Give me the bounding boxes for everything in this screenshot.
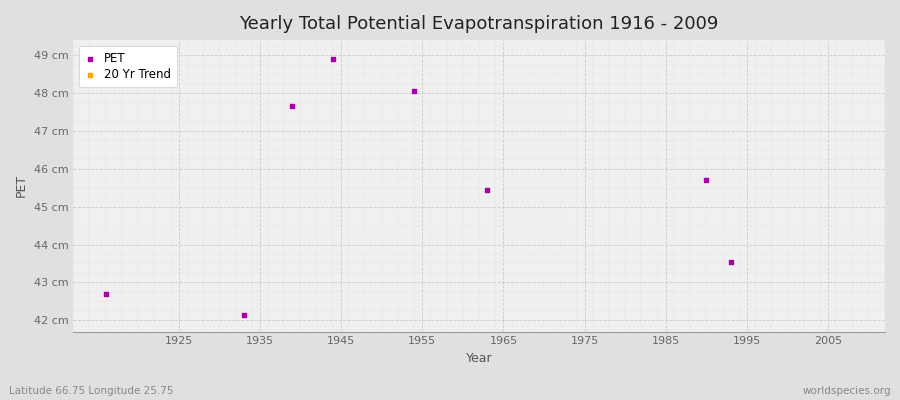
Text: worldspecies.org: worldspecies.org <box>803 386 891 396</box>
PET <box>407 88 421 94</box>
Title: Yearly Total Potential Evapotranspiration 1916 - 2009: Yearly Total Potential Evapotranspiratio… <box>239 15 719 33</box>
PET <box>699 177 714 183</box>
PET <box>480 186 494 193</box>
PET <box>326 56 340 62</box>
Y-axis label: PET: PET <box>15 174 28 198</box>
Legend: PET, 20 Yr Trend: PET, 20 Yr Trend <box>79 46 176 87</box>
Text: Latitude 66.75 Longitude 25.75: Latitude 66.75 Longitude 25.75 <box>9 386 174 396</box>
PET <box>237 312 251 318</box>
PET <box>285 103 300 110</box>
PET <box>724 258 738 265</box>
PET <box>98 291 112 298</box>
X-axis label: Year: Year <box>466 352 492 365</box>
